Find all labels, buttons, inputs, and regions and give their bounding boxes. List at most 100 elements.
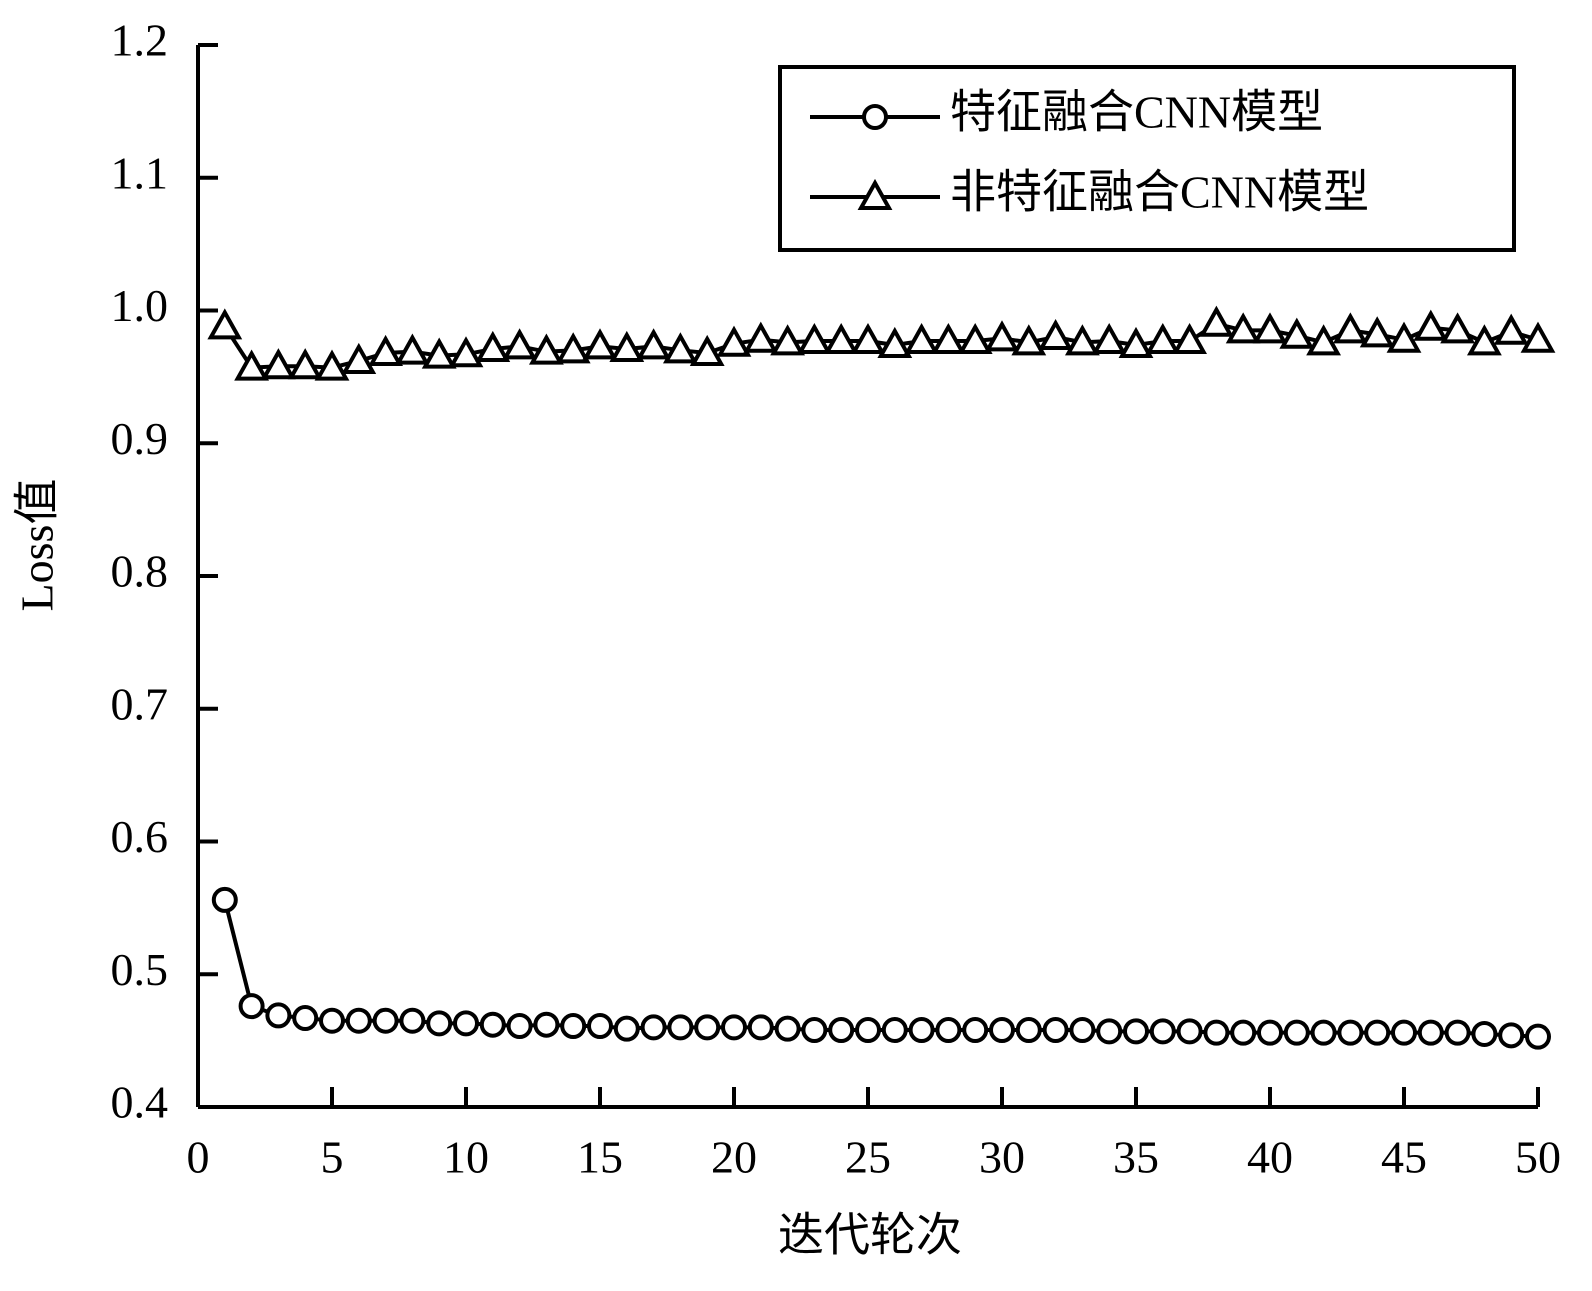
y-tick-label: 0.7 — [111, 678, 169, 729]
marker-triangle — [1064, 324, 1100, 356]
y-tick-label: 0.8 — [111, 546, 169, 597]
marker-triangle — [850, 322, 886, 355]
marker-circle — [1417, 1019, 1444, 1046]
marker-triangle — [1038, 318, 1074, 351]
marker-circle — [426, 1010, 453, 1037]
legend-label: 非特征融合CNN模型 — [950, 167, 1369, 218]
marker-circle — [1176, 1018, 1203, 1045]
marker-triangle — [1279, 317, 1315, 349]
marker-circle — [1364, 1019, 1391, 1046]
marker-triangle — [689, 334, 725, 366]
y-tick-label: 1.1 — [111, 147, 169, 198]
marker-circle — [667, 1014, 694, 1041]
marker-triangle — [260, 348, 296, 380]
marker-triangle — [1145, 322, 1181, 355]
marker-triangle — [796, 322, 832, 355]
marker-circle — [345, 1007, 372, 1034]
marker-triangle — [1413, 309, 1449, 341]
y-tick-label: 1.2 — [111, 15, 169, 66]
marker-circle — [560, 1013, 587, 1040]
marker-circle — [989, 1017, 1015, 1044]
marker-circle — [747, 1014, 774, 1041]
x-tick-label: 50 — [1515, 1132, 1561, 1183]
marker-circle — [1069, 1017, 1096, 1044]
marker-circle — [1444, 1019, 1471, 1046]
marker-triangle — [743, 321, 779, 353]
marker-circle — [238, 993, 265, 1020]
marker-triangle — [904, 322, 940, 355]
x-tick-label: 25 — [845, 1132, 891, 1183]
marker-circle — [1096, 1018, 1123, 1045]
marker-triangle — [877, 326, 913, 359]
x-tick-label: 15 — [577, 1132, 623, 1183]
marker-triangle — [234, 349, 270, 381]
marker-circle — [1310, 1019, 1337, 1046]
marker-circle — [453, 1010, 479, 1037]
marker-circle — [319, 1007, 345, 1034]
legend-box — [778, 65, 1516, 252]
marker-triangle — [636, 328, 672, 360]
x-tick-label: 10 — [443, 1132, 489, 1183]
marker-triangle — [1520, 321, 1556, 353]
x-axis-label: 迭代轮次 — [778, 1210, 962, 1261]
marker-triangle — [1359, 316, 1395, 348]
marker-circle — [265, 1002, 292, 1029]
marker-triangle — [1118, 326, 1154, 359]
marker-circle — [1149, 1018, 1176, 1045]
marker-triangle — [716, 325, 752, 357]
marker-triangle — [502, 328, 538, 360]
marker-circle — [1498, 1022, 1525, 1049]
legend-label: 特征融合CNN模型 — [950, 87, 1323, 138]
marker-triangle — [394, 333, 430, 365]
marker-circle — [1257, 1019, 1283, 1046]
marker-triangle — [1493, 313, 1529, 345]
marker-triangle — [1011, 324, 1047, 356]
marker-triangle — [662, 332, 698, 364]
marker-triangle — [1172, 322, 1208, 355]
marker-circle — [506, 1013, 533, 1040]
marker-circle — [881, 1017, 908, 1044]
legend-marker — [862, 104, 888, 130]
marker-circle — [1337, 1019, 1364, 1046]
marker-triangle — [341, 342, 377, 374]
marker-triangle — [582, 328, 618, 360]
marker-triangle — [823, 322, 859, 355]
marker-triangle — [1252, 312, 1288, 344]
marker-triangle — [1440, 312, 1476, 344]
marker-triangle — [1332, 312, 1368, 344]
marker-triangle — [1091, 322, 1127, 355]
x-tick-label: 5 — [321, 1132, 344, 1183]
marker-circle — [292, 1005, 319, 1032]
marker-circle — [613, 1015, 640, 1042]
marker-circle — [211, 886, 238, 913]
marker-circle — [587, 1013, 613, 1040]
marker-triangle — [1386, 321, 1422, 353]
marker-circle — [640, 1014, 667, 1041]
legend-marker — [857, 178, 893, 210]
marker-circle — [962, 1017, 989, 1044]
marker-triangle — [1225, 312, 1261, 344]
x-tick-label: 35 — [1113, 1132, 1159, 1183]
marker-circle — [908, 1017, 935, 1044]
y-tick-label: 0.5 — [111, 944, 169, 995]
marker-triangle — [314, 349, 350, 381]
marker-circle — [399, 1007, 426, 1034]
marker-triangle — [448, 336, 484, 368]
marker-triangle — [1466, 324, 1502, 356]
x-tick-label: 30 — [979, 1132, 1025, 1183]
marker-circle — [372, 1007, 399, 1034]
marker-circle — [828, 1017, 855, 1044]
y-tick-label: 1.0 — [111, 280, 169, 331]
marker-circle — [1123, 1018, 1149, 1045]
marker-triangle — [475, 330, 511, 362]
marker-circle — [1391, 1019, 1417, 1046]
marker-circle — [855, 1017, 881, 1044]
marker-circle — [935, 1017, 962, 1044]
marker-circle — [1525, 1023, 1551, 1050]
marker-circle — [774, 1015, 801, 1042]
marker-triangle — [770, 324, 806, 356]
marker-circle — [694, 1014, 721, 1041]
marker-circle — [721, 1014, 747, 1041]
